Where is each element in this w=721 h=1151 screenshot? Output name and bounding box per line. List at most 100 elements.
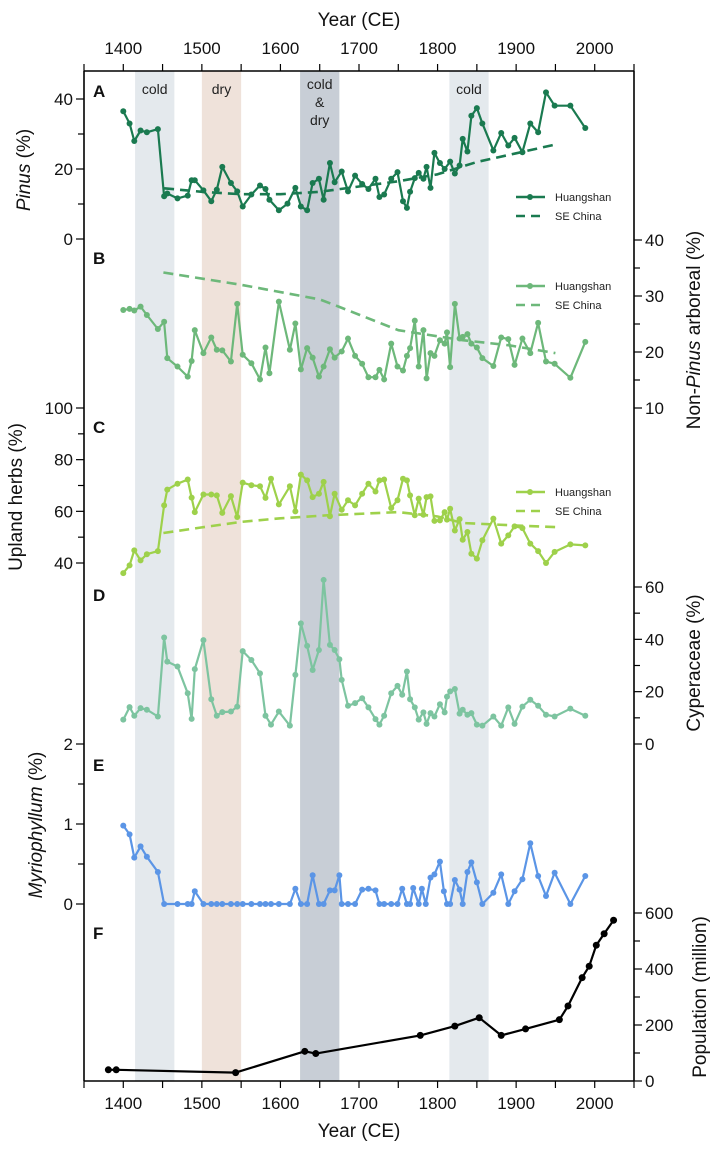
y-tick-label: 400	[645, 960, 673, 979]
data-point	[331, 354, 338, 361]
data-point	[268, 901, 274, 907]
data-point	[527, 696, 534, 703]
data-point	[309, 494, 316, 501]
bottom-x-tick-label: 2000	[576, 1094, 614, 1113]
data-point	[585, 962, 593, 970]
top-x-tick-label: 1600	[262, 39, 300, 58]
data-point	[297, 901, 304, 907]
top-x-axis-label: Year (CE)	[318, 10, 401, 31]
data-point	[338, 901, 345, 907]
data-point	[208, 334, 215, 341]
data-point	[535, 319, 542, 326]
data-point	[511, 134, 518, 141]
data-point	[262, 185, 269, 192]
y-tick-label: 20	[645, 343, 664, 362]
data-point	[161, 502, 168, 509]
y-tick-label: 30	[645, 287, 664, 306]
data-point	[191, 666, 198, 673]
data-point	[582, 712, 589, 719]
data-point	[200, 637, 207, 644]
se-china-line	[163, 143, 556, 196]
data-point	[451, 1022, 459, 1030]
data-point	[120, 822, 127, 829]
data-point	[131, 138, 138, 144]
data-point	[423, 375, 430, 382]
data-point	[519, 703, 526, 710]
data-point	[407, 696, 414, 703]
data-point	[320, 576, 327, 583]
data-point	[257, 182, 263, 189]
data-point	[527, 120, 534, 127]
data-point	[479, 537, 486, 544]
y-axis-label: Pinus (%)	[14, 129, 35, 211]
data-point	[120, 307, 127, 313]
legend-label: Huangshan	[555, 192, 611, 204]
data-point	[394, 682, 401, 689]
data-point	[345, 188, 351, 195]
data-point	[519, 876, 526, 883]
y-axis-label: Upland herbs (%)	[6, 423, 27, 571]
data-point	[257, 483, 263, 490]
data-point	[161, 318, 168, 325]
data-point	[372, 887, 379, 894]
data-point	[535, 548, 542, 555]
data-point	[468, 550, 475, 557]
data-point	[365, 374, 372, 381]
y-axis-label-part: (%)	[14, 129, 35, 164]
data-point	[610, 916, 618, 924]
data-point	[131, 712, 138, 719]
data-point	[400, 198, 406, 205]
y-tick-label: 40	[645, 231, 664, 250]
data-point	[381, 376, 388, 383]
data-point	[407, 901, 414, 907]
data-point	[239, 648, 246, 655]
data-point	[441, 166, 448, 172]
y-tick-label: 60	[54, 502, 73, 521]
y-axis-label: Non-Pinus arboreal (%)	[684, 231, 705, 430]
data-point	[468, 340, 475, 347]
band-0	[135, 71, 175, 1081]
data-point	[436, 160, 443, 167]
legend-label: Huangshan	[555, 487, 611, 499]
data-point	[304, 207, 311, 214]
y-axis-label-part: (%)	[26, 752, 47, 787]
data-point	[490, 889, 497, 896]
data-point	[420, 327, 427, 334]
data-point	[213, 901, 220, 907]
data-point	[286, 901, 293, 907]
data-point	[120, 716, 127, 723]
huangshan-line	[122, 91, 587, 212]
panel-letter: A	[93, 82, 105, 101]
data-point	[415, 495, 422, 502]
data-point	[431, 352, 438, 359]
y-tick-label: 100	[45, 399, 73, 418]
data-point	[200, 350, 207, 357]
se-china-line	[163, 271, 556, 355]
data-point	[399, 885, 406, 892]
band-3	[449, 71, 489, 1081]
top-x-tick-label: 1500	[183, 39, 221, 58]
data-point	[239, 351, 246, 358]
data-point	[415, 363, 422, 370]
data-point	[219, 901, 226, 907]
data-point	[567, 901, 574, 907]
data-point	[227, 180, 234, 186]
se-china-line	[163, 510, 556, 535]
data-point	[436, 517, 443, 524]
data-point	[427, 493, 434, 500]
band-label: cold	[142, 81, 168, 97]
data-point	[331, 490, 338, 497]
data-point	[174, 663, 181, 670]
data-point	[473, 344, 480, 351]
data-point	[137, 843, 144, 850]
data-point	[188, 715, 195, 722]
data-point	[365, 480, 372, 487]
data-point	[359, 490, 366, 497]
data-point	[447, 158, 454, 165]
data-point	[304, 642, 311, 649]
data-point	[320, 196, 327, 203]
data-point	[213, 712, 220, 719]
data-point	[411, 704, 418, 711]
data-point	[451, 300, 458, 307]
